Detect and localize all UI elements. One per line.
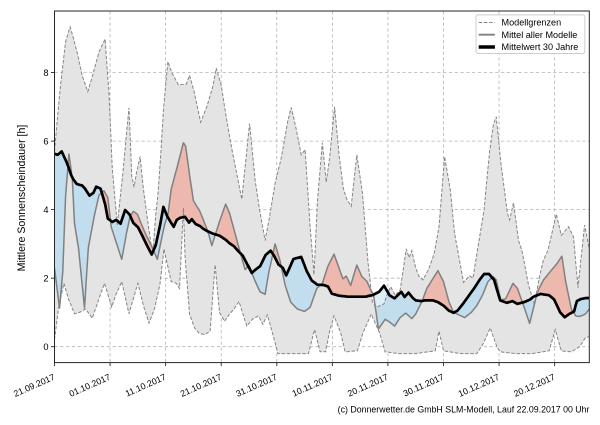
svg-text:0: 0 [43,342,48,352]
svg-text:8: 8 [43,68,48,78]
svg-text:Mittlere Sonnenscheindauer [h]: Mittlere Sonnenscheindauer [h] [16,125,28,272]
svg-text:(c) Donnerwetter.de GmbH SLM-M: (c) Donnerwetter.de GmbH SLM-Modell, Lau… [338,404,590,414]
svg-text:2: 2 [43,274,48,284]
svg-text:Mittel aller Modelle: Mittel aller Modelle [502,30,578,40]
svg-text:Mittelwert 30 Jahre: Mittelwert 30 Jahre [502,42,579,52]
svg-text:6: 6 [43,137,48,147]
svg-text:4: 4 [43,205,48,215]
svg-text:Modellgrenzen: Modellgrenzen [502,18,562,28]
